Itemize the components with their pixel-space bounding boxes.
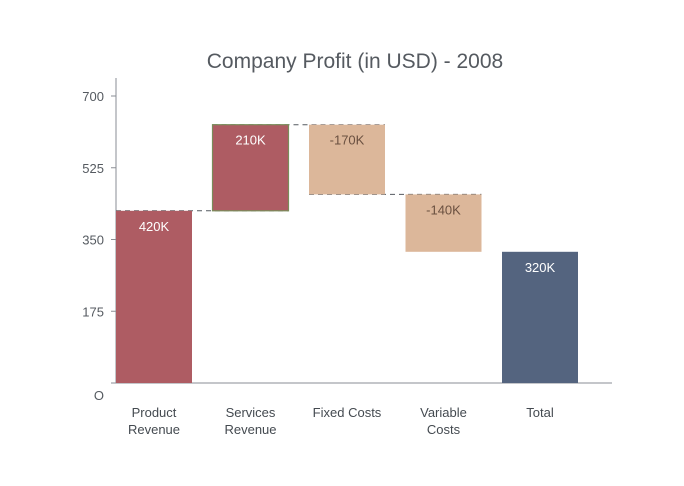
- bar-value-label: -170K: [330, 133, 365, 148]
- y-tick-label: 175: [82, 304, 104, 319]
- bars: [116, 124, 578, 383]
- bar-value-label: -140K: [426, 202, 461, 217]
- category-label: Services Revenue: [224, 405, 276, 437]
- bar-2: [309, 124, 385, 195]
- y-tick-label: 525: [82, 161, 104, 176]
- chart-title: Company Profit (in USD) - 2008: [207, 50, 503, 73]
- bar-value-label: 420K: [139, 219, 170, 234]
- bar-3: [405, 194, 482, 252]
- bar-4: [502, 251, 578, 383]
- y-tick-label: 700: [82, 89, 104, 104]
- bar-1: [211, 124, 290, 212]
- y-tick-label: O: [94, 388, 104, 403]
- bar-value-label: 210K: [235, 133, 266, 148]
- bar-value-label: 320K: [525, 260, 556, 275]
- category-label: Fixed Costs: [313, 405, 382, 420]
- category-labels: Product Revenue Services Revenue Fixed Costs…: [128, 405, 554, 437]
- category-label: Variable Costs: [420, 405, 467, 437]
- axes: O 175 350 525 700: [82, 78, 612, 403]
- category-label: Total: [526, 405, 554, 420]
- bar-0: [116, 210, 192, 383]
- category-label: Product Revenue: [128, 405, 180, 437]
- y-tick-label: 350: [82, 233, 104, 248]
- bar-labels: 420K 210K -170K -140K 320K: [139, 133, 556, 275]
